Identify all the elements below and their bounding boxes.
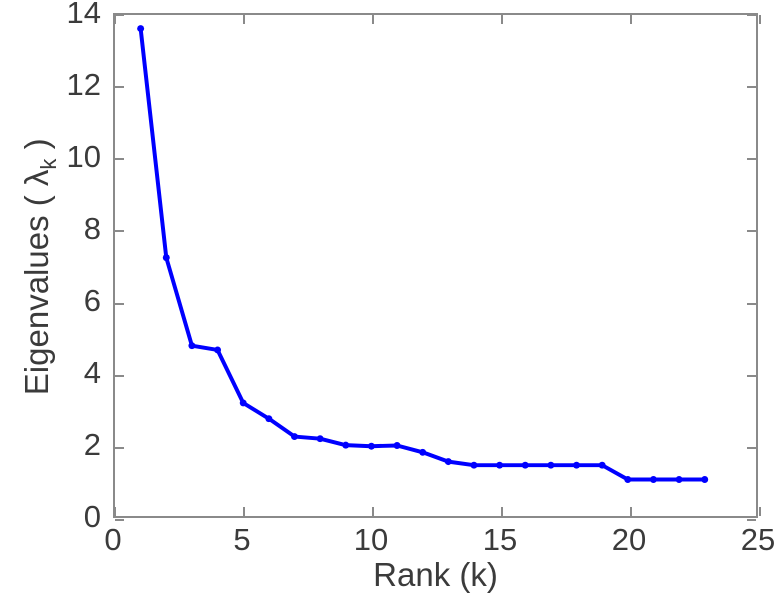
y-tick-label: 12	[66, 67, 101, 102]
x-tick-mark	[243, 507, 245, 516]
x-tick-label: 10	[353, 522, 389, 557]
data-point	[573, 461, 580, 469]
y-tick-mark	[115, 302, 124, 305]
data-point	[419, 448, 427, 456]
x-tick-mark	[114, 507, 116, 516]
data-point	[316, 435, 324, 443]
y-tick-mark	[115, 374, 124, 377]
data-point	[470, 461, 478, 469]
y-tick-mark	[115, 14, 124, 16]
data-point	[239, 399, 247, 407]
x-tick-label: 25	[740, 522, 776, 557]
y-tick-mark	[115, 519, 124, 521]
y-tick-mark	[747, 230, 756, 233]
y-tick-label: 14	[66, 0, 101, 30]
data-point	[291, 433, 298, 441]
x-tick-mark	[114, 15, 116, 24]
eigenvalue-markers	[137, 25, 709, 483]
x-axis-label: Rank (k)	[373, 556, 498, 593]
x-tick-mark	[243, 15, 245, 24]
y-tick-mark	[115, 86, 124, 89]
x-tick-label: 0	[104, 522, 122, 557]
y-tick-mark	[747, 446, 756, 449]
x-tick-mark	[630, 507, 632, 516]
y-tick-label: 10	[66, 139, 101, 174]
y-axis-label-prefix: Eigenvalues (	[18, 186, 56, 396]
data-point	[367, 442, 375, 450]
y-tick-label: 4	[83, 355, 101, 390]
lambda-subscript: k	[35, 158, 61, 170]
x-tick-label: 5	[233, 522, 251, 557]
y-tick-mark	[747, 158, 756, 161]
data-point	[547, 461, 555, 469]
data-point	[214, 346, 222, 354]
data-point	[444, 458, 452, 466]
y-tick-mark	[115, 158, 124, 161]
lambda-symbol: λ	[18, 169, 56, 187]
eigenvalue-line	[138, 26, 707, 482]
x-tick-label: 20	[611, 522, 647, 557]
x-tick-mark	[630, 15, 632, 24]
data-point	[393, 442, 401, 449]
x-tick-mark	[759, 15, 761, 24]
x-tick-label: 15	[482, 522, 518, 557]
x-tick-mark	[501, 15, 503, 24]
y-axis-label-suffix: )	[18, 138, 56, 159]
data-point	[624, 476, 632, 483]
data-point	[598, 461, 606, 469]
data-point	[649, 476, 657, 483]
data-series-layer	[137, 25, 709, 483]
y-tick-label: 0	[83, 499, 101, 534]
plot-area	[113, 13, 761, 521]
data-point	[342, 441, 350, 449]
x-tick-mark	[372, 15, 374, 24]
y-tick-mark	[747, 302, 756, 305]
y-axis-label: Eigenvalues ( λk )	[18, 0, 62, 547]
data-point	[675, 476, 683, 483]
y-tick-mark	[115, 446, 124, 449]
data-point	[265, 415, 273, 423]
x-tick-mark	[372, 507, 374, 516]
data-point	[521, 461, 529, 469]
data-point	[701, 476, 709, 483]
y-tick-mark	[747, 519, 756, 521]
data-point	[188, 342, 196, 350]
y-tick-label: 6	[83, 283, 101, 318]
data-point	[137, 25, 145, 33]
y-tick-label: 8	[83, 211, 101, 246]
x-tick-mark	[501, 507, 503, 516]
y-tick-mark	[747, 14, 756, 16]
x-tick-mark	[759, 507, 761, 516]
data-point	[496, 461, 504, 469]
data-point	[162, 254, 170, 262]
y-tick-mark	[115, 230, 124, 233]
y-tick-mark	[747, 374, 756, 377]
y-tick-mark	[747, 86, 756, 89]
y-tick-label: 2	[83, 427, 101, 462]
